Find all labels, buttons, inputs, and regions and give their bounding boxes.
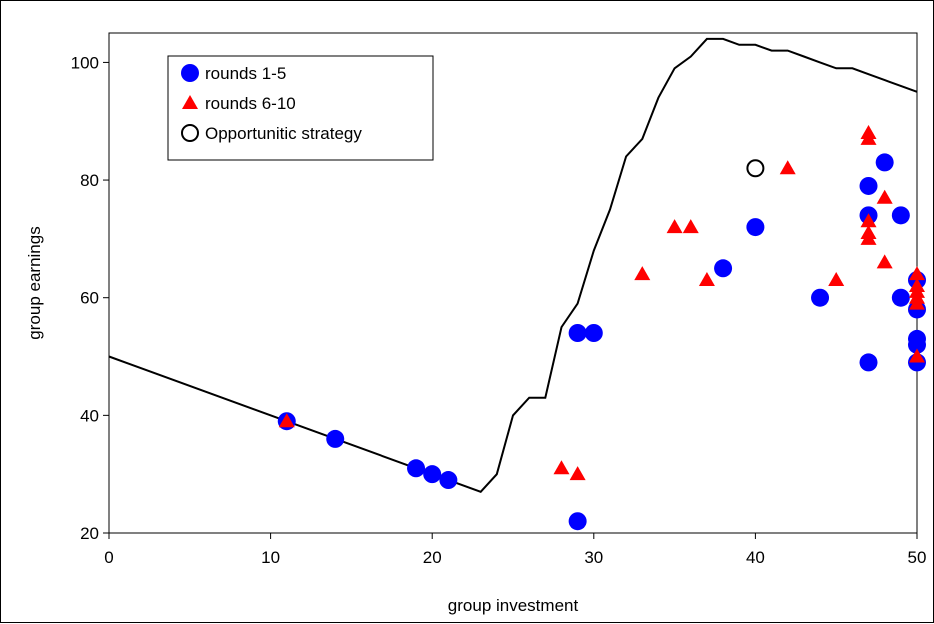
round-6-10-point	[553, 460, 570, 475]
round-6-10-point	[634, 266, 651, 281]
y-tick-label: 80	[80, 171, 99, 190]
round-6-10-point	[569, 466, 586, 481]
x-tick-label: 50	[908, 548, 927, 567]
round-1-5-point	[423, 465, 442, 484]
round-6-10-point	[860, 213, 877, 228]
round-1-5-point	[439, 471, 458, 490]
round-6-10-point	[909, 266, 925, 281]
round-1-5-point	[584, 324, 603, 342]
round-6-10-point	[876, 189, 893, 204]
round-1-5-point	[859, 176, 878, 195]
opportunistic-point	[746, 159, 765, 178]
round-1-5-point	[407, 459, 426, 478]
round-6-10-point	[860, 230, 877, 245]
x-tick-label: 40	[746, 548, 765, 567]
round-6-10-point	[909, 295, 925, 310]
x-axis: 0 10 20 30 40 50	[104, 533, 926, 567]
legend-marker	[181, 124, 199, 142]
round-6-10-point	[828, 272, 845, 287]
y-tick-label: 60	[80, 289, 99, 308]
round-1-5-point	[891, 206, 910, 225]
x-axis-title: group investment	[448, 596, 579, 615]
curve-layer	[108, 37, 918, 493]
round-1-5-point	[891, 288, 910, 307]
round-1-5-point	[568, 512, 587, 531]
x-tick-label: 10	[261, 548, 280, 567]
strategy-curve	[108, 37, 918, 493]
x-tick-label: 0	[104, 548, 113, 567]
round-6-10-point	[909, 348, 925, 363]
round-6-10-point	[779, 160, 796, 175]
legend-label: rounds 1-5	[205, 64, 286, 83]
round-1-5-point	[746, 218, 765, 237]
y-tick-label: 100	[71, 53, 99, 72]
round-6-10-point	[682, 219, 699, 234]
round-6-10-point	[698, 272, 715, 287]
round-1-5-point	[908, 335, 926, 354]
legend-marker	[182, 95, 198, 109]
legend-box	[167, 55, 434, 161]
round-1-5-point	[714, 259, 733, 278]
legend-marker	[181, 64, 199, 82]
y-tick-label: 40	[80, 406, 99, 425]
x-tick-label: 30	[584, 548, 603, 567]
y-axis-title: group earnings	[25, 226, 44, 339]
round-1-5-point	[875, 153, 894, 172]
y-tick-label: 20	[80, 524, 99, 543]
round-1-5-point	[859, 353, 878, 372]
y-axis: 20 40 60 80 100	[71, 53, 109, 543]
marker-layer	[277, 125, 926, 531]
round-6-10-point	[278, 413, 295, 428]
round-1-5-point	[811, 288, 830, 307]
legend-label: rounds 6-10	[205, 94, 296, 113]
legend-label: Opportunitic strategy	[205, 124, 362, 143]
round-6-10-point	[860, 130, 877, 145]
round-6-10-point	[876, 254, 893, 269]
round-6-10-point	[666, 219, 683, 234]
round-1-5-point	[326, 429, 345, 448]
legend: rounds 1-5 rounds 6-10 Opportunitic strate…	[167, 55, 434, 161]
x-tick-label: 20	[423, 548, 442, 567]
round-1-5-point	[568, 324, 587, 342]
